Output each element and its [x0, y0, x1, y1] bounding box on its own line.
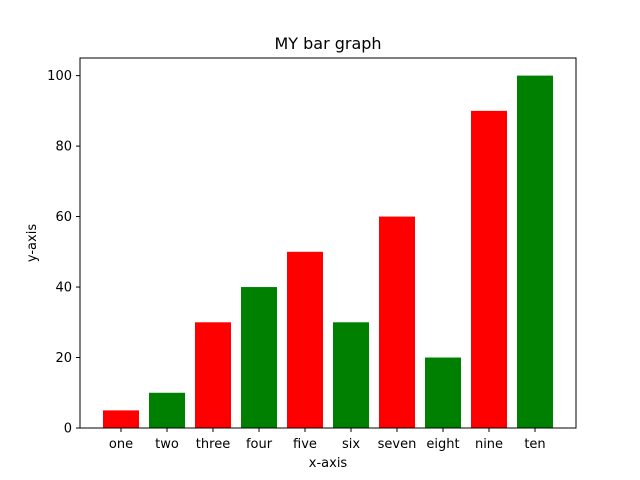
x-tick-label: three	[196, 437, 230, 452]
plot-frame	[79, 57, 577, 429]
y-tick-label: 40	[55, 281, 72, 296]
y-tick-label: 20	[55, 351, 72, 366]
y-axis-ticks: 0 20 40 60 80 100	[47, 69, 80, 437]
bar-one	[103, 410, 139, 428]
bars	[103, 75, 553, 428]
x-tick-label: seven	[378, 437, 417, 452]
x-tick-label: ten	[524, 437, 545, 452]
x-axis-ticks: one two three four five six seven eight nine ten	[109, 428, 546, 452]
x-tick-label: four	[246, 437, 273, 452]
x-axis-label: x-axis	[309, 456, 348, 471]
x-tick-label: nine	[475, 437, 503, 452]
y-tick-label: 80	[55, 140, 72, 155]
y-tick-label: 0	[64, 422, 72, 437]
y-axis-label: y-axis	[25, 224, 40, 262]
bar-seven	[379, 216, 415, 428]
chart-title: MY bar graph	[274, 34, 381, 53]
x-tick-label: five	[293, 437, 317, 452]
plot-area: one two three four five six seven eight nine ten …	[47, 57, 577, 452]
x-tick-label: one	[109, 437, 133, 452]
bar-five	[287, 251, 323, 428]
x-tick-label: eight	[426, 437, 459, 452]
bar-four	[241, 287, 277, 428]
bar-six	[333, 322, 369, 428]
bar-nine	[471, 110, 507, 428]
bar-eight	[425, 357, 461, 428]
x-tick-label: two	[155, 437, 179, 452]
x-tick-label: six	[342, 437, 360, 452]
y-tick-label: 100	[47, 69, 72, 84]
bar-two	[149, 392, 185, 428]
bar-three	[195, 322, 231, 428]
bar-ten	[517, 75, 553, 428]
y-tick-label: 60	[55, 210, 72, 225]
